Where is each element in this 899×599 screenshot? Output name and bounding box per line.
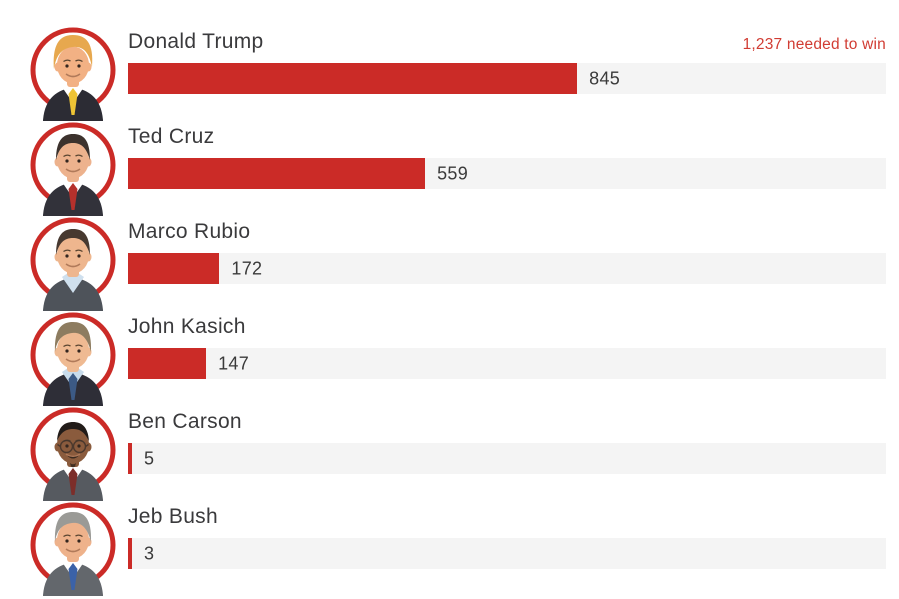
candidate-row: Ted Cruz 559 bbox=[0, 110, 899, 216]
candidate-row: Jeb Bush 3 bbox=[0, 490, 899, 596]
candidate-row: Marco Rubio 172 bbox=[0, 205, 899, 311]
delegate-bar bbox=[128, 158, 426, 189]
candidate-name: Marco Rubio bbox=[128, 220, 251, 243]
candidate-name: Ben Carson bbox=[128, 410, 242, 433]
delegate-count-label: 5 bbox=[144, 448, 155, 468]
delegate-bar-track: 147 bbox=[128, 348, 886, 379]
delegate-count-label: 3 bbox=[144, 543, 155, 563]
candidate-row: Ben Carson 5 bbox=[0, 395, 899, 501]
marco-rubio-portrait-icon bbox=[28, 215, 118, 312]
jeb-bush-portrait-icon bbox=[28, 500, 118, 597]
delegate-bar-track: 172 bbox=[128, 253, 886, 284]
ted-cruz-portrait-icon bbox=[28, 120, 118, 217]
candidate-name: Jeb Bush bbox=[128, 505, 218, 528]
delegate-bar bbox=[128, 443, 132, 474]
candidate-row: Donald Trump 845 bbox=[0, 15, 899, 121]
delegate-bar bbox=[128, 253, 220, 284]
candidate-row: John Kasich 147 bbox=[0, 300, 899, 406]
delegate-bar-track: 3 bbox=[128, 538, 886, 569]
delegate-bar bbox=[128, 63, 578, 94]
delegate-bar bbox=[128, 348, 207, 379]
delegate-bar-track: 845 bbox=[128, 63, 886, 94]
donald-trump-portrait-icon bbox=[28, 25, 118, 122]
john-kasich-portrait-icon bbox=[28, 310, 118, 407]
candidate-name: John Kasich bbox=[128, 315, 246, 338]
delegate-count-label: 172 bbox=[231, 258, 263, 278]
needed-to-win-label: 1,237 needed to win bbox=[742, 36, 886, 53]
delegate-bar-track: 5 bbox=[128, 443, 886, 474]
delegate-bar-track: 559 bbox=[128, 158, 886, 189]
candidate-name: Donald Trump bbox=[128, 30, 264, 53]
delegate-bar bbox=[128, 538, 132, 569]
delegate-count-label: 845 bbox=[589, 68, 621, 88]
candidate-name: Ted Cruz bbox=[128, 125, 215, 148]
delegate-count-label: 147 bbox=[218, 353, 250, 373]
ben-carson-portrait-icon bbox=[28, 405, 118, 502]
delegate-count-label: 559 bbox=[437, 163, 469, 183]
